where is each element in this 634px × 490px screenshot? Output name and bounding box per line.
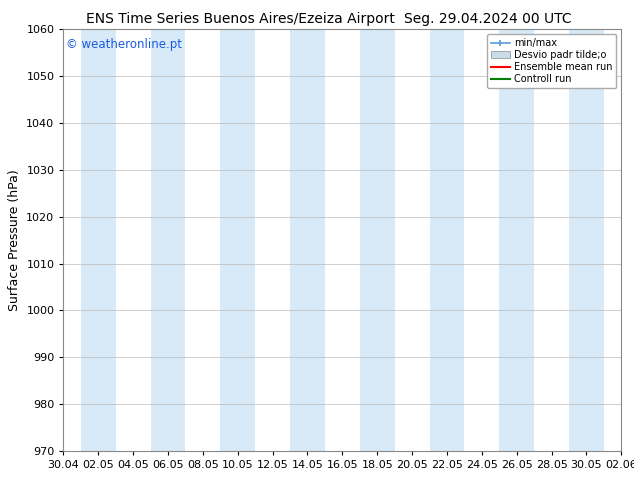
Legend: min/max, Desvio padr tilde;o, Ensemble mean run, Controll run: min/max, Desvio padr tilde;o, Ensemble m… <box>487 34 616 88</box>
Bar <box>150 29 185 451</box>
Bar <box>569 29 604 451</box>
Bar <box>290 29 325 451</box>
Bar <box>359 29 394 451</box>
Text: Seg. 29.04.2024 00 UTC: Seg. 29.04.2024 00 UTC <box>404 12 572 26</box>
Text: ENS Time Series Buenos Aires/Ezeiza Airport: ENS Time Series Buenos Aires/Ezeiza Airp… <box>86 12 396 26</box>
Bar <box>221 29 255 451</box>
Text: © weatheronline.pt: © weatheronline.pt <box>66 38 182 51</box>
Y-axis label: Surface Pressure (hPa): Surface Pressure (hPa) <box>8 169 21 311</box>
Bar <box>500 29 534 451</box>
Bar <box>81 29 116 451</box>
Bar <box>429 29 464 451</box>
